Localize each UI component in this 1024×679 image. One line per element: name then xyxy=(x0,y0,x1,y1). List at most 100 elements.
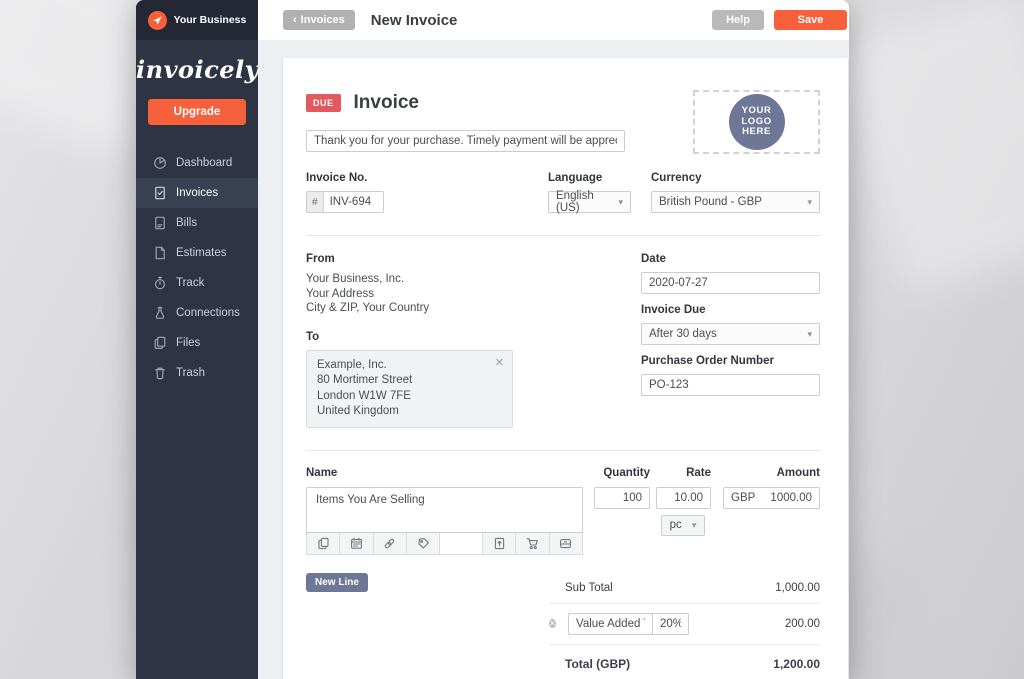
quantity-input[interactable] xyxy=(594,486,650,509)
logo-placeholder-line: YOUR xyxy=(741,105,772,117)
chevron-down-icon: ▾ xyxy=(618,196,623,207)
toolbar-spacer xyxy=(440,532,484,554)
sidebar-item-files[interactable]: Files xyxy=(136,328,258,358)
sidebar-item-label: Invoices xyxy=(176,187,219,199)
currency-value: British Pound - GBP xyxy=(659,196,762,208)
total-value: 1,200.00 xyxy=(773,656,820,671)
sidebar-item-label: Estimates xyxy=(176,247,227,259)
sidebar-item-label: Bills xyxy=(176,217,198,229)
sidebar-item-label: Trash xyxy=(176,367,205,379)
cart-icon[interactable] xyxy=(516,532,550,554)
sidebar-item-estimates[interactable]: Estimates xyxy=(136,238,258,268)
bills-icon xyxy=(153,216,167,230)
connections-icon xyxy=(153,306,167,320)
chevron-left-icon: ‹ xyxy=(293,14,297,26)
items-header-row: Name Quantity Rate Amount xyxy=(306,467,820,479)
date-label: Date xyxy=(641,253,666,265)
content-area: YOUR LOGO HERE DUE Invoice Invoice No. # xyxy=(258,40,849,679)
amount-field: GBP 1000.00 xyxy=(723,486,820,509)
save-button[interactable]: Save xyxy=(774,10,847,30)
remove-tax-icon[interactable]: ✕ xyxy=(549,619,556,628)
address-section: From Your Business, Inc. Your Address Ci… xyxy=(306,253,820,428)
sidebar-item-invoices[interactable]: Invoices xyxy=(136,178,258,208)
sidebar-item-trash[interactable]: Trash xyxy=(136,358,258,388)
close-icon[interactable]: ✕ xyxy=(494,356,504,369)
chevron-down-icon: ▾ xyxy=(691,519,697,530)
sidebar-item-track[interactable]: Track xyxy=(136,268,258,298)
sidebar-item-connections[interactable]: Connections xyxy=(136,298,258,328)
business-logo-icon xyxy=(147,10,167,30)
invoice-due-label: Invoice Due xyxy=(641,304,706,316)
chevron-down-icon: ▾ xyxy=(807,196,812,207)
tax-fields xyxy=(568,612,689,635)
chevron-down-icon: ▾ xyxy=(807,328,812,339)
from-line: City & ZIP, Your Country xyxy=(306,302,430,314)
invoice-meta-row: Invoice No. # Language English (US) ▾ xyxy=(306,172,820,214)
currency-select[interactable]: British Pound - GBP ▾ xyxy=(651,191,820,213)
trash-icon xyxy=(153,366,167,380)
help-button[interactable]: Help xyxy=(712,10,764,30)
purchase-order-input[interactable] xyxy=(641,374,820,396)
calendar-icon[interactable] xyxy=(340,532,374,554)
item-toolbar xyxy=(306,532,583,555)
app-logo: invoicely xyxy=(136,55,260,84)
to-label: To xyxy=(306,330,320,343)
background-photo-blur xyxy=(828,0,1024,295)
from-line: Your Business, Inc. xyxy=(306,273,405,285)
invoice-due-select[interactable]: After 30 days ▾ xyxy=(641,323,820,345)
invoice-due-value: After 30 days xyxy=(649,328,717,340)
sidebar: Your Business invoicely Upgrade Dashboar… xyxy=(136,0,260,679)
subtotal-row: Sub Total 1,000.00 xyxy=(549,573,820,604)
app-window: Your Business invoicely Upgrade Dashboar… xyxy=(136,0,849,679)
files-icon xyxy=(153,336,167,350)
top-bar: ‹ Invoices New Invoice Help Save xyxy=(258,0,849,40)
tag-icon[interactable] xyxy=(406,532,441,554)
purchase-order-label: Purchase Order Number xyxy=(641,355,774,367)
sidebar-item-bills[interactable]: Bills xyxy=(136,208,258,238)
subtotal-label: Sub Total xyxy=(565,581,613,594)
language-select[interactable]: English (US) ▾ xyxy=(548,190,631,214)
tax-icon-col: ✕ xyxy=(549,617,565,630)
sidebar-item-label: Dashboard xyxy=(176,157,233,169)
main-area: ‹ Invoices New Invoice Help Save YOUR LOG… xyxy=(258,0,849,679)
tax-rate-input[interactable] xyxy=(653,612,689,635)
estimates-icon xyxy=(153,246,167,260)
to-line: 80 Mortimer Street xyxy=(317,374,413,386)
invoice-message-input[interactable] xyxy=(306,130,625,152)
total-row: Total (GBP) 1,200.00 xyxy=(549,645,820,679)
totals-block: Sub Total 1,000.00 ✕ 200.00 xyxy=(549,573,820,679)
to-line: Example, Inc. xyxy=(317,358,387,371)
amount-header: Amount xyxy=(776,466,820,479)
invoice-no-label: Invoice No. xyxy=(306,172,368,184)
rate-input[interactable] xyxy=(656,486,711,509)
logo-placeholder: YOUR LOGO HERE xyxy=(728,94,785,150)
unit-value: pc xyxy=(669,519,682,531)
unit-select[interactable]: pc ▾ xyxy=(661,514,705,536)
date-input[interactable] xyxy=(641,272,820,294)
section-divider xyxy=(306,235,820,236)
back-to-invoices-button[interactable]: ‹ Invoices xyxy=(283,10,355,30)
duplicate-icon[interactable] xyxy=(307,532,341,554)
logo-placeholder-line: LOGO xyxy=(741,115,772,127)
sidebar-menu: Dashboard Invoices Bills Estimates xyxy=(136,148,258,388)
sidebar-item-dashboard[interactable]: Dashboard xyxy=(136,148,258,178)
link-icon[interactable] xyxy=(373,532,407,554)
tax-name-input[interactable] xyxy=(568,612,653,635)
track-icon xyxy=(153,276,167,290)
upload-icon[interactable] xyxy=(483,532,517,554)
language-value: English (US) xyxy=(556,190,594,214)
hash-prefix: # xyxy=(307,192,324,212)
page-title: New Invoice xyxy=(370,11,458,29)
business-switcher[interactable]: Your Business xyxy=(136,0,258,40)
invoice-no-input[interactable] xyxy=(323,192,383,212)
business-name: Your Business xyxy=(173,14,247,26)
upgrade-button[interactable]: Upgrade xyxy=(148,99,246,125)
item-name-textarea[interactable]: Items You Are Selling xyxy=(306,486,583,533)
amount-value: 1000.00 xyxy=(770,491,812,504)
sidebar-item-label: Track xyxy=(176,277,205,289)
archive-icon[interactable] xyxy=(549,532,583,554)
new-line-button[interactable]: New Line xyxy=(306,572,368,592)
logo-upload-box[interactable]: YOUR LOGO HERE xyxy=(693,90,820,154)
dashboard-icon xyxy=(153,156,167,170)
language-label: Language xyxy=(548,172,603,184)
